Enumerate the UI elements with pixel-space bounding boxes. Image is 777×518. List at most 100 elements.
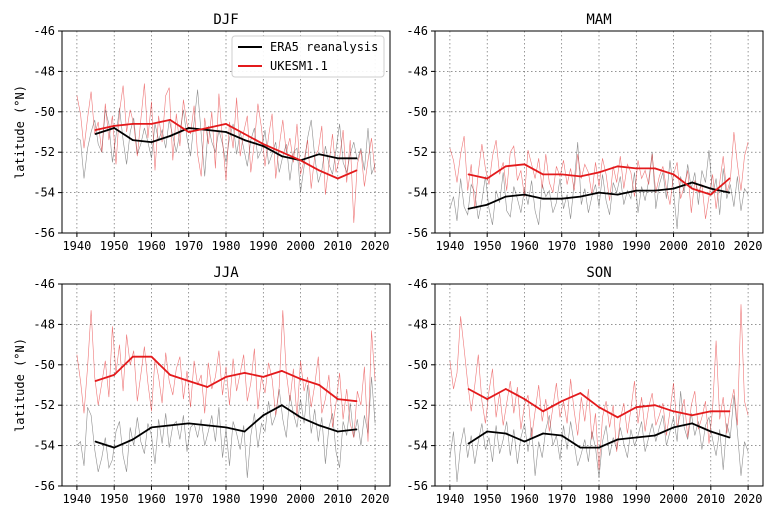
data-point bbox=[94, 440, 97, 443]
data-point bbox=[169, 374, 171, 376]
data-point bbox=[355, 400, 358, 403]
data-point bbox=[336, 157, 339, 160]
panel-mam: 1940 1950 1960 1970 1980 1990 2000 2010 2020 -56 -… bbox=[406, 12, 764, 253]
data-point bbox=[169, 118, 171, 121]
data-point bbox=[523, 440, 526, 443]
data-point bbox=[654, 167, 656, 170]
data-point bbox=[187, 131, 190, 133]
data-point bbox=[281, 151, 283, 154]
data-point bbox=[654, 404, 656, 407]
data-point bbox=[467, 173, 470, 176]
data-point bbox=[94, 380, 97, 382]
data-point bbox=[523, 163, 526, 166]
data-point bbox=[150, 355, 153, 358]
y-tick-label: -54 bbox=[406, 186, 428, 200]
data-point bbox=[486, 398, 489, 401]
data-point bbox=[131, 438, 134, 441]
data-point bbox=[635, 436, 638, 439]
era5-annual-trace bbox=[449, 142, 749, 230]
data-point bbox=[318, 153, 321, 156]
y-tick-label: -48 bbox=[33, 64, 55, 78]
y-tick-label: -46 bbox=[33, 277, 55, 291]
x-tick-label: 2000 bbox=[659, 239, 688, 253]
data-point bbox=[113, 125, 116, 127]
x-tick-label: 1990 bbox=[249, 239, 278, 253]
y-tick-label: -56 bbox=[406, 479, 428, 493]
data-point bbox=[225, 376, 227, 378]
data-point bbox=[709, 187, 712, 190]
x-tick-label: 1950 bbox=[100, 492, 129, 506]
data-point bbox=[281, 155, 283, 158]
data-point bbox=[504, 195, 507, 198]
x-tick-label: 1990 bbox=[622, 239, 651, 253]
panel-son: 1940 1950 1960 1970 1980 1990 2000 2010 2020 -56 -… bbox=[406, 265, 764, 506]
data-point bbox=[691, 181, 694, 184]
data-point bbox=[504, 432, 507, 435]
data-point bbox=[281, 404, 283, 407]
data-point bbox=[336, 398, 339, 401]
data-point bbox=[243, 430, 246, 433]
y-tick-label: -48 bbox=[406, 64, 428, 78]
y-tick-label: -56 bbox=[33, 226, 55, 240]
y-axis-label: latitude (°N) bbox=[13, 338, 27, 432]
data-point bbox=[504, 388, 507, 390]
data-point bbox=[206, 424, 209, 427]
x-tick-label: 1940 bbox=[62, 492, 91, 506]
y-tick-label: -54 bbox=[33, 186, 55, 200]
data-point bbox=[299, 378, 302, 380]
data-point bbox=[169, 135, 171, 137]
data-point bbox=[709, 193, 712, 196]
ukesm-annual-trace bbox=[76, 83, 376, 223]
data-point bbox=[691, 414, 694, 417]
data-point bbox=[616, 416, 619, 419]
x-tick-label: 1990 bbox=[622, 492, 651, 506]
x-tick-label: 1980 bbox=[585, 492, 614, 506]
data-point bbox=[262, 376, 265, 378]
data-point bbox=[243, 371, 246, 374]
data-point bbox=[598, 171, 600, 174]
data-point bbox=[486, 177, 489, 180]
data-point bbox=[262, 414, 265, 417]
data-point bbox=[523, 398, 526, 401]
data-point bbox=[113, 127, 116, 129]
data-point bbox=[318, 384, 321, 386]
x-tick-label: 1960 bbox=[137, 239, 166, 253]
x-tick-label: 2010 bbox=[696, 492, 725, 506]
data-point bbox=[579, 195, 582, 198]
data-point bbox=[355, 157, 358, 160]
y-axis-label: latitude (°N) bbox=[13, 85, 27, 179]
data-point bbox=[542, 432, 544, 435]
x-tick-label: 1970 bbox=[174, 239, 203, 253]
data-point bbox=[560, 173, 563, 176]
x-tick-label: 1970 bbox=[174, 492, 203, 506]
data-point bbox=[262, 143, 265, 146]
ukesm-annual-trace bbox=[76, 310, 376, 442]
data-point bbox=[131, 139, 134, 141]
x-tick-label: 1950 bbox=[473, 239, 502, 253]
data-point bbox=[560, 400, 563, 403]
y-tick-label: -52 bbox=[406, 398, 428, 412]
data-point bbox=[336, 430, 339, 433]
y-tick-label: -52 bbox=[406, 145, 428, 159]
data-point bbox=[113, 446, 116, 449]
data-point bbox=[542, 173, 544, 176]
data-point bbox=[150, 123, 153, 125]
x-tick-label: 1980 bbox=[212, 492, 241, 506]
data-point bbox=[598, 406, 600, 409]
y-tick-label: -50 bbox=[33, 105, 55, 119]
data-point bbox=[654, 189, 656, 192]
y-tick-label: -50 bbox=[33, 358, 55, 372]
x-tick-label: 2000 bbox=[286, 239, 315, 253]
panel-djf: 1940 1950 1960 1970 1980 1990 2000 2010 2020 -56 -… bbox=[13, 12, 391, 253]
x-tick-label: 2000 bbox=[659, 492, 688, 506]
x-tick-label: 1950 bbox=[473, 492, 502, 506]
data-point bbox=[467, 442, 470, 445]
x-tick-label: 1960 bbox=[510, 492, 539, 506]
era5-annual-trace bbox=[76, 376, 376, 478]
x-tick-label: 1950 bbox=[100, 239, 129, 253]
data-point bbox=[616, 193, 619, 196]
data-point bbox=[728, 410, 731, 413]
data-point bbox=[672, 187, 675, 190]
legend-label: ERA5 reanalysis bbox=[270, 40, 378, 54]
